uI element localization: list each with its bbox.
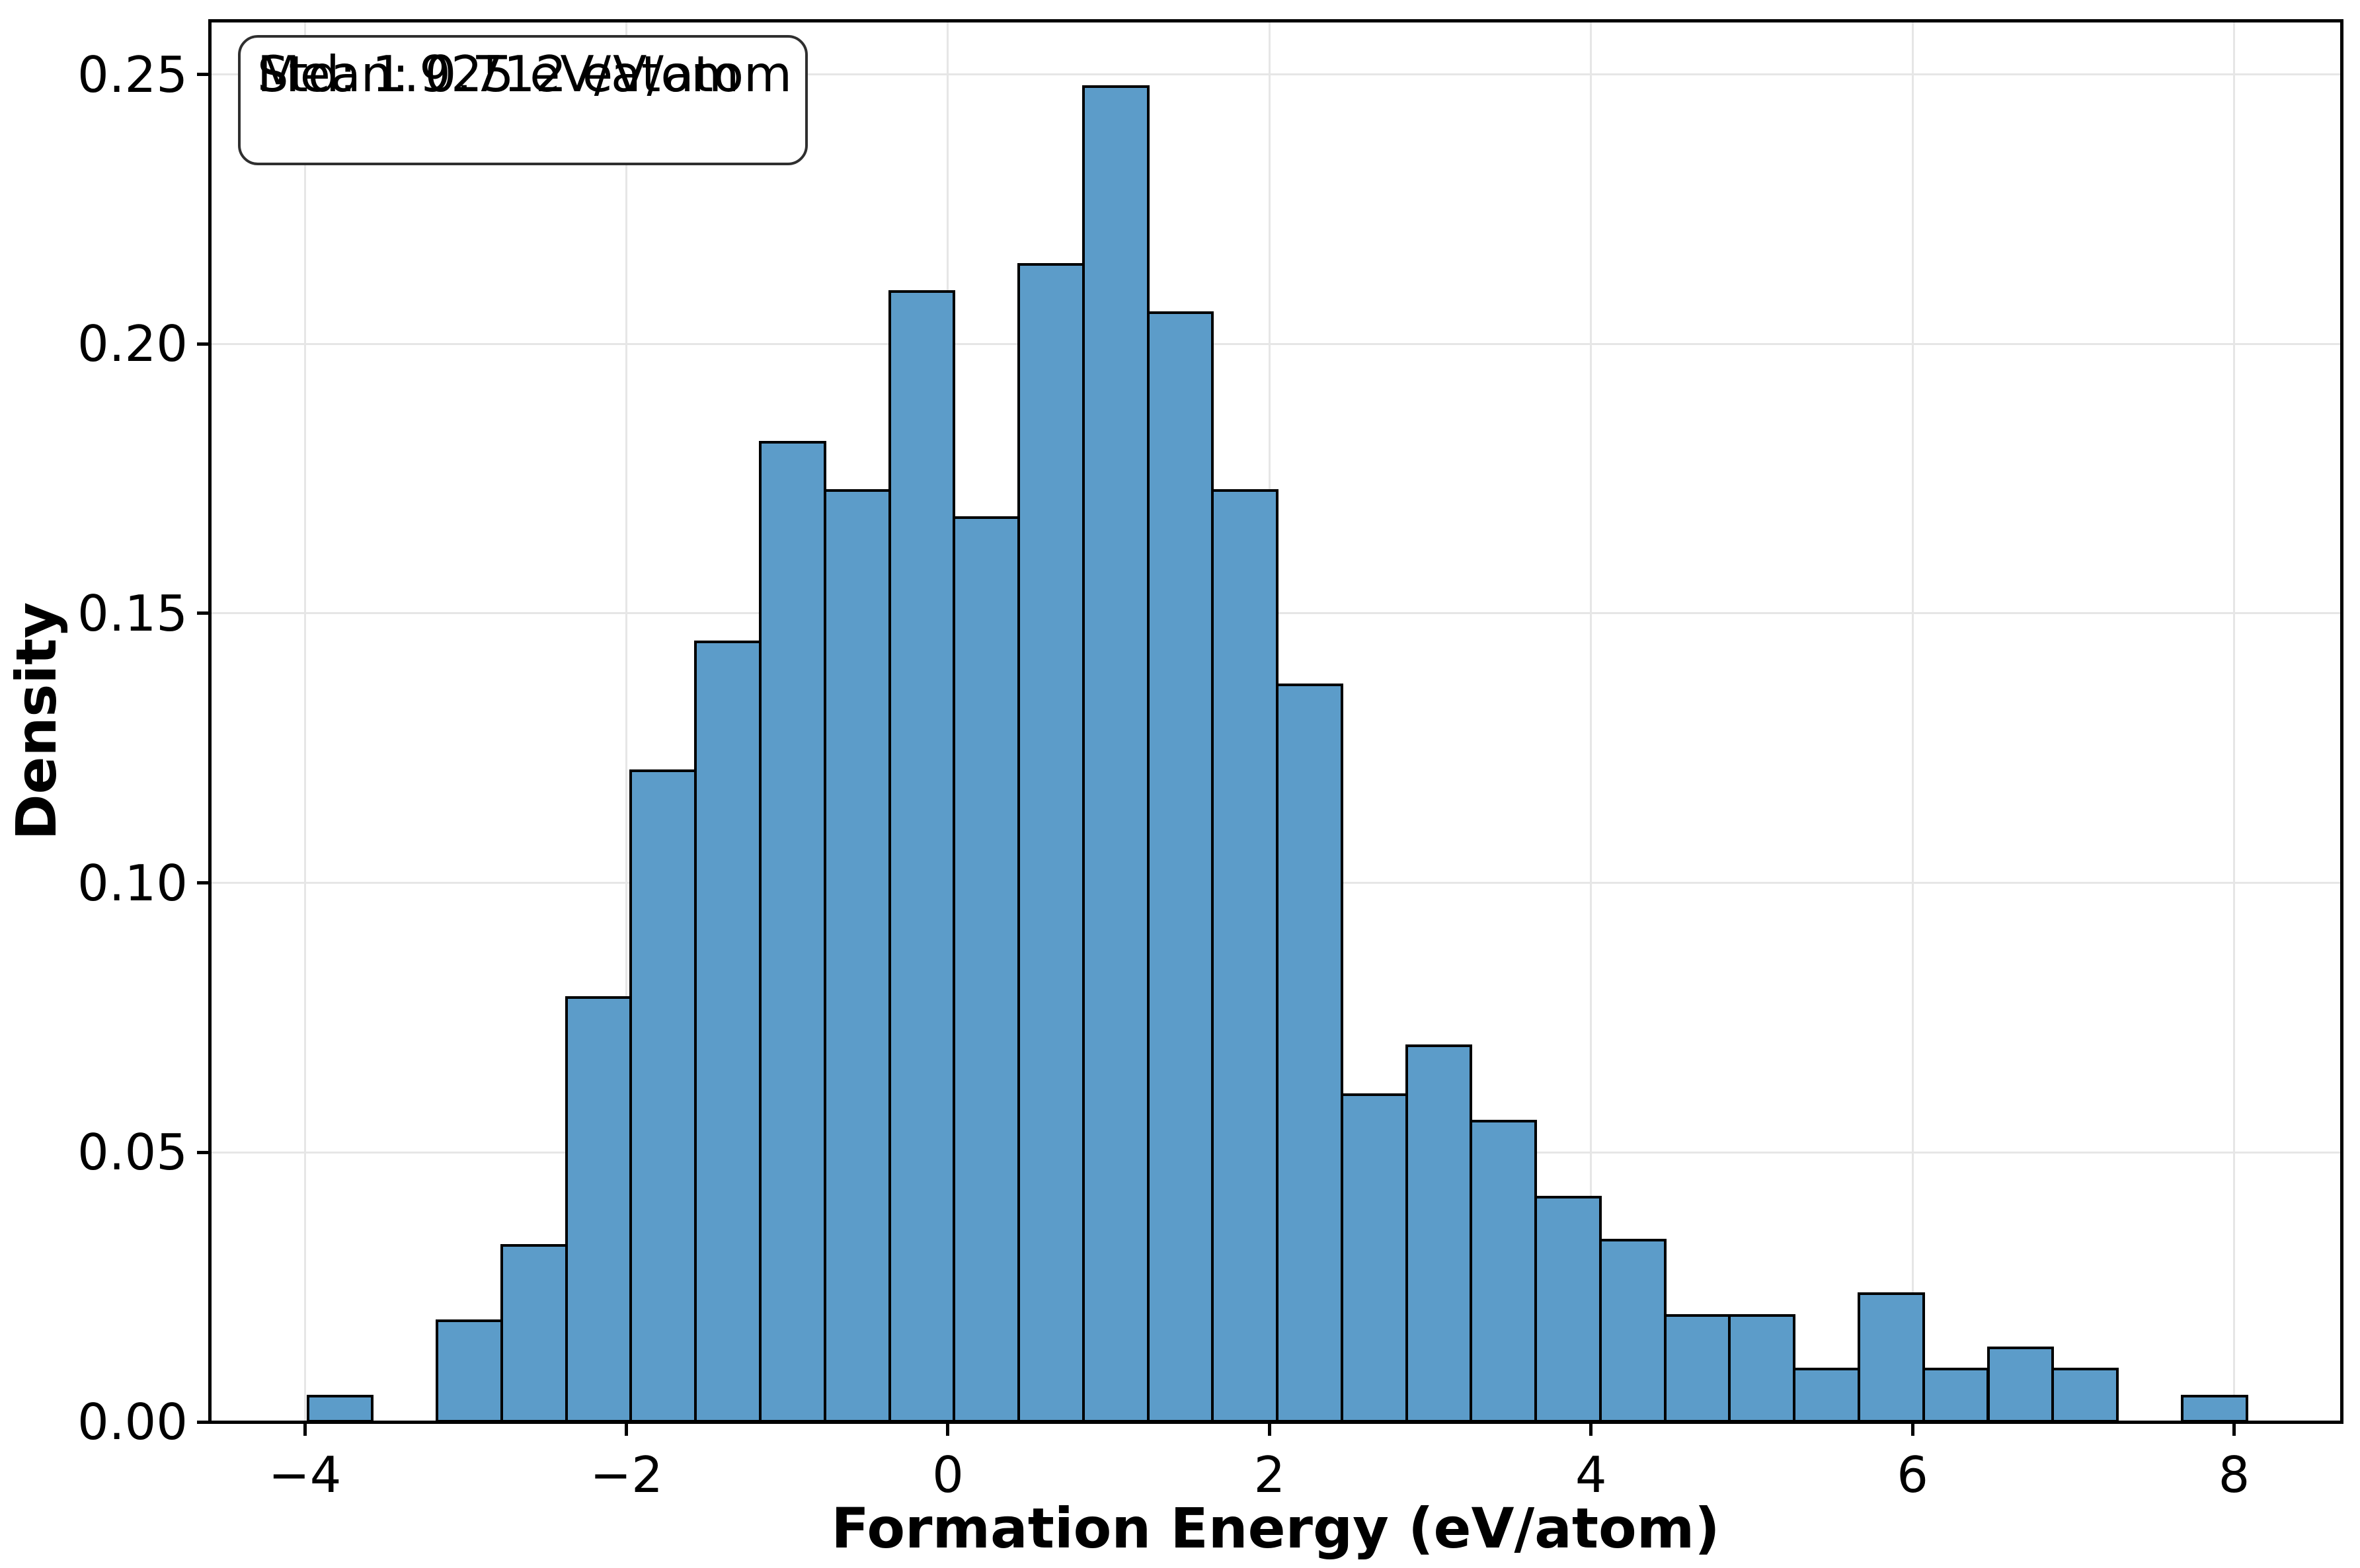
histogram-bar (1340, 1093, 1408, 1423)
y-tick-label: 0.10 (77, 853, 188, 912)
histogram-bar (500, 1243, 568, 1423)
x-tick-label: −4 (268, 1446, 342, 1504)
x-tick-label: 0 (932, 1446, 964, 1504)
x-axis-label: Formation Energy (eV/atom) (831, 1496, 1720, 1561)
histogram-bar (1405, 1044, 1473, 1423)
histogram-bar (758, 441, 826, 1423)
y-tick (197, 342, 209, 346)
y-tick (197, 881, 209, 885)
x-tick (2232, 1424, 2236, 1436)
y-tick-label: 0.00 (77, 1393, 188, 1451)
histogram-bar (1146, 311, 1214, 1423)
histogram-bar (1663, 1313, 1731, 1423)
x-tick-label: 6 (1897, 1446, 1929, 1504)
x-tick (625, 1424, 629, 1436)
histogram-bar (694, 640, 762, 1423)
histogram-bar (1276, 683, 1343, 1423)
histogram-bar (1793, 1368, 1860, 1423)
x-tick (1267, 1424, 1271, 1436)
histogram-bar (1082, 85, 1150, 1423)
x-tick-label: 4 (1575, 1446, 1607, 1504)
x-tick (1589, 1424, 1593, 1436)
histogram-bar (565, 996, 633, 1423)
histogram-bar (306, 1395, 374, 1423)
histogram-bar (953, 516, 1021, 1423)
histogram-bar (1986, 1346, 2055, 1423)
x-gridline (303, 20, 306, 1422)
histogram-bar (436, 1319, 503, 1423)
y-tick-label: 0.15 (77, 584, 188, 643)
y-gridline (210, 73, 2341, 76)
histogram-bar (823, 489, 891, 1423)
x-tick-label: 2 (1253, 1446, 1286, 1504)
histogram-bar (1857, 1292, 1925, 1423)
y-tick (197, 1150, 209, 1154)
mean-value-text: Mean: 0.712 eV/atom (257, 45, 793, 103)
x-gridline (625, 20, 628, 1422)
x-tick-label: 8 (2218, 1446, 2250, 1504)
std-value-text: Std: 1.925 eV/atom (257, 45, 740, 103)
y-axis-label: Density (4, 602, 69, 841)
y-tick-label: 0.05 (77, 1123, 188, 1182)
histogram-bar (2180, 1395, 2248, 1423)
histogram-bar (1922, 1368, 1990, 1423)
y-tick (197, 611, 209, 615)
histogram-bar (1017, 262, 1085, 1423)
histogram-bar (1470, 1120, 1538, 1423)
histogram-bar (1728, 1313, 1796, 1423)
y-gridline (210, 342, 2341, 345)
stats-annotation-box: Mean: 0.712 eV/atom Std: 1.925 eV/atom (238, 35, 808, 165)
histogram-bar (1211, 489, 1279, 1423)
x-gridline (1590, 20, 1593, 1422)
x-tick (946, 1424, 950, 1436)
histogram-bar (1534, 1195, 1602, 1423)
histogram-bar (2051, 1368, 2119, 1423)
y-tick (197, 73, 209, 77)
y-tick (197, 1420, 209, 1424)
y-tick-label: 0.25 (77, 45, 188, 104)
x-tick-label: −2 (590, 1446, 663, 1504)
x-tick (1910, 1424, 1914, 1436)
histogram-bar (629, 769, 697, 1423)
y-tick-label: 0.20 (77, 315, 188, 373)
histogram-bar (888, 290, 956, 1423)
x-gridline (2233, 20, 2236, 1422)
x-gridline (1911, 20, 1914, 1422)
x-tick (303, 1424, 307, 1436)
histogram-bar (1598, 1238, 1667, 1423)
